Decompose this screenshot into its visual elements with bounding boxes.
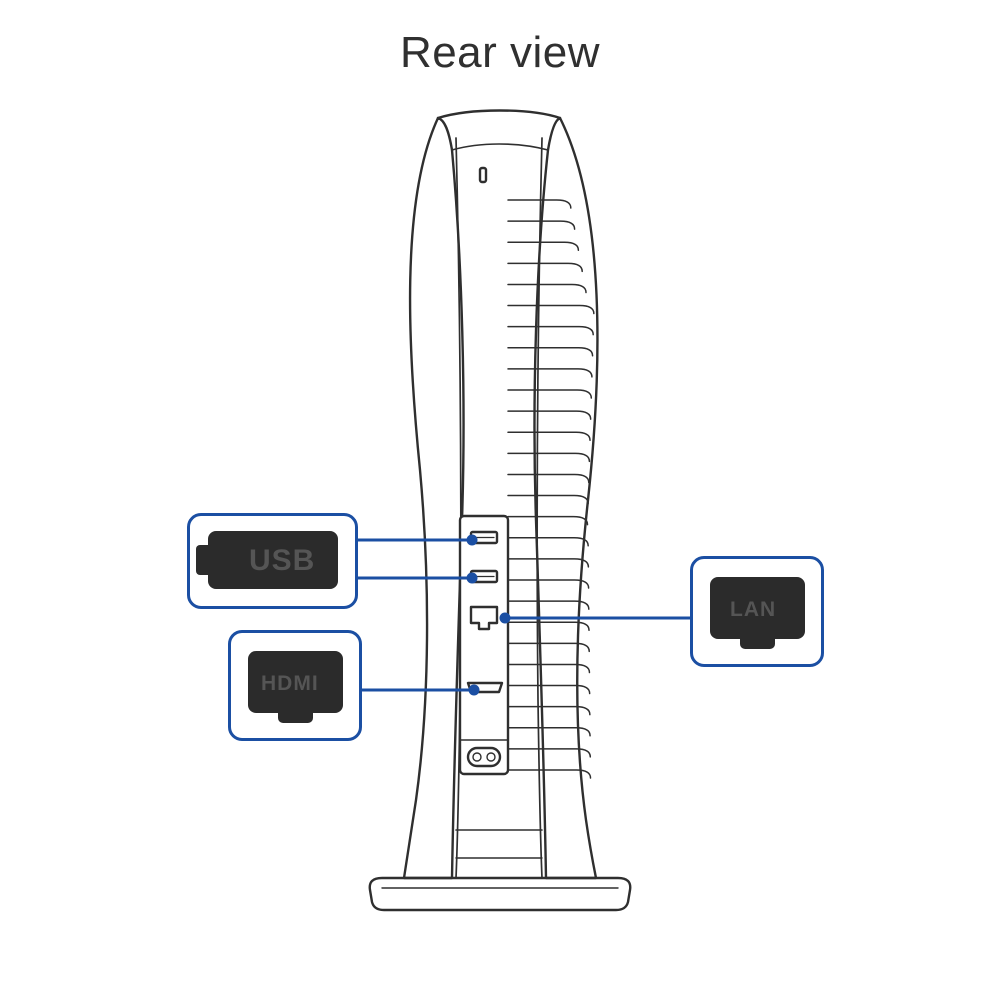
diagram-stage: Rear view [0, 0, 1000, 1000]
callout-hdmi: HDMI [228, 630, 362, 741]
top-cap [438, 111, 560, 119]
right-shell [535, 118, 598, 878]
lan-plug-label: LAN [730, 598, 776, 622]
callout-lan: LAN [690, 556, 824, 667]
console-diagram [0, 0, 1000, 1000]
vent-fins [508, 200, 594, 778]
usb-plug-label: USB [249, 544, 315, 578]
port-panel [460, 516, 508, 774]
left-shell [404, 118, 464, 878]
hdmi-plug-label: HDMI [261, 672, 319, 696]
screw-slot [480, 168, 486, 182]
callout-usb: USB [187, 513, 358, 609]
stand [370, 878, 631, 910]
inner-right-edge [537, 138, 542, 878]
